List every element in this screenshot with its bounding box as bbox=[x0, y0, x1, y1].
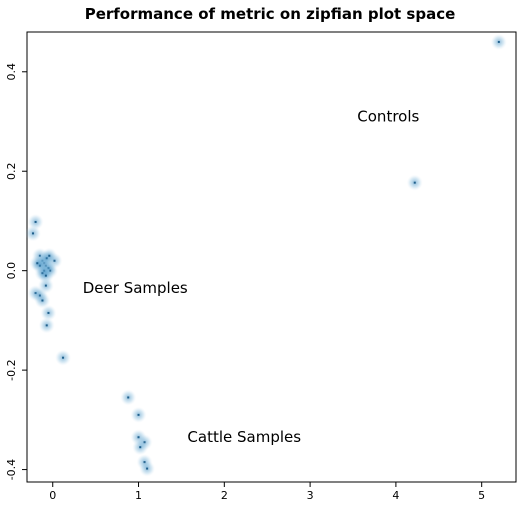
data-point bbox=[490, 33, 507, 50]
annotation-label: Deer Samples bbox=[83, 279, 188, 297]
data-point bbox=[120, 389, 137, 406]
data-point bbox=[37, 277, 54, 294]
data-point bbox=[139, 460, 156, 477]
x-tick-label: 1 bbox=[135, 489, 142, 502]
data-point bbox=[41, 247, 58, 264]
annotation-label: Controls bbox=[357, 108, 419, 126]
y-tick-label: 0.4 bbox=[5, 63, 18, 81]
y-tick-label: -0.4 bbox=[5, 459, 18, 480]
y-tick-label: 0.2 bbox=[5, 162, 18, 180]
y-axis: -0.4 -0.2 0.0 0.2 0.4 bbox=[5, 63, 27, 480]
annotations: Controls Deer Samples Cattle Samples bbox=[83, 108, 420, 447]
y-tick-label: 0.0 bbox=[5, 262, 18, 280]
data-point bbox=[34, 292, 51, 309]
x-tick-label: 3 bbox=[307, 489, 314, 502]
data-point bbox=[55, 349, 72, 366]
data-point bbox=[132, 439, 149, 456]
x-tick-label: 4 bbox=[392, 489, 399, 502]
data-point bbox=[25, 225, 42, 242]
data-point bbox=[29, 255, 46, 272]
data-point bbox=[38, 317, 55, 334]
plot-frame bbox=[26, 31, 517, 483]
x-axis: 0 1 2 3 4 5 bbox=[49, 482, 485, 502]
data-point bbox=[406, 174, 423, 191]
x-tick-label: 0 bbox=[49, 489, 56, 502]
data-points bbox=[25, 33, 507, 477]
data-point bbox=[40, 304, 57, 321]
y-tick-label: -0.2 bbox=[5, 359, 18, 380]
data-point bbox=[130, 406, 147, 423]
x-tick-label: 2 bbox=[221, 489, 228, 502]
annotation-label: Cattle Samples bbox=[187, 428, 301, 446]
x-tick-label: 5 bbox=[478, 489, 485, 502]
chart-title: Performance of metric on zipfian plot sp… bbox=[85, 5, 456, 23]
